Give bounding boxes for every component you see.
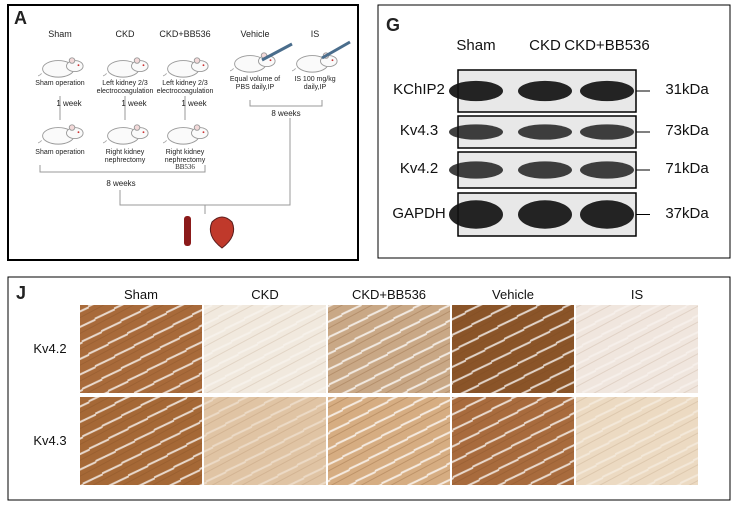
histology-texture [576,305,698,393]
column-label: CKD [251,287,279,302]
blot-band [449,124,503,140]
histology-texture [328,305,450,393]
timeline-lines [39,96,323,214]
interval-text: 1 week [181,99,207,108]
histology-texture [80,397,202,485]
column-label: CKD+BB536 [351,287,427,302]
histology-texture [452,397,574,485]
blot-band [449,200,503,229]
procedure-text: Right kidney nephrectomy [104,149,146,164]
histology-texture [204,305,326,393]
sample-icons [184,216,235,249]
blot-band [518,200,572,229]
blot-band [580,161,634,179]
procedure-text: Left kidney 2/3 electrocoagulation [96,80,154,95]
blot-band [518,124,572,140]
group-name: Sham [48,29,72,39]
drug-text: BB536 [175,163,195,171]
panel-label: G [386,15,401,35]
interval-text: 1 week [56,99,82,108]
duration-text: 8 weeks [271,109,301,118]
blot-band [449,80,503,102]
protein-label: Kv4.3 [399,122,439,139]
lane-label: CKD+BB536 [564,37,650,54]
group-name: IS [310,29,320,39]
blot-band [580,200,634,229]
procedure-text: Sham operation [35,149,85,156]
size-label: 71kDa [665,160,709,177]
procedure-text: IS 100 mg/kg daily,IP [294,76,336,91]
blot-band [449,161,503,179]
blot-band [580,124,634,140]
size-label: 73kDa [665,122,709,139]
blot-band [518,80,572,102]
protein-label: GAPDH [392,204,446,222]
size-label: 31kDa [665,81,709,98]
procedure-text: Left kidney 2/3 electrocoagulation [156,80,214,95]
procedure-text: Sham operation [35,80,85,87]
column-label: IS [630,287,644,302]
syringes [261,40,351,62]
row-label: Kv4.3 [33,433,67,448]
procedure-text: Right kidney nephrectomy [164,149,206,164]
protein-label: Kv4.2 [399,160,439,177]
lane-label: CKD [529,37,561,54]
histology-texture [204,397,326,485]
lane-label: Sham [456,37,496,54]
group-name: CKD [115,29,135,39]
histology-texture [452,305,574,393]
blot-band [518,161,572,179]
group-name: CKD+BB536 [159,29,211,39]
panel-label: J [16,283,27,303]
size-label: 37kDa [665,204,709,222]
interval-text: 1 week [121,99,147,108]
panel-label: A [14,8,27,28]
row-label: Kv4.2 [33,341,67,356]
column-label: Sham [124,287,158,302]
histology-texture [80,305,202,393]
duration-text: 8 weeks [106,179,136,188]
protein-label: KChIP2 [393,81,445,98]
procedure-text: Equal volume of PBS daily,IP [229,76,281,91]
group-name: Vehicle [240,29,270,39]
histology-texture [328,397,450,485]
column-label: Vehicle [492,287,534,302]
blot-band [580,80,634,102]
histology-texture [576,397,698,485]
